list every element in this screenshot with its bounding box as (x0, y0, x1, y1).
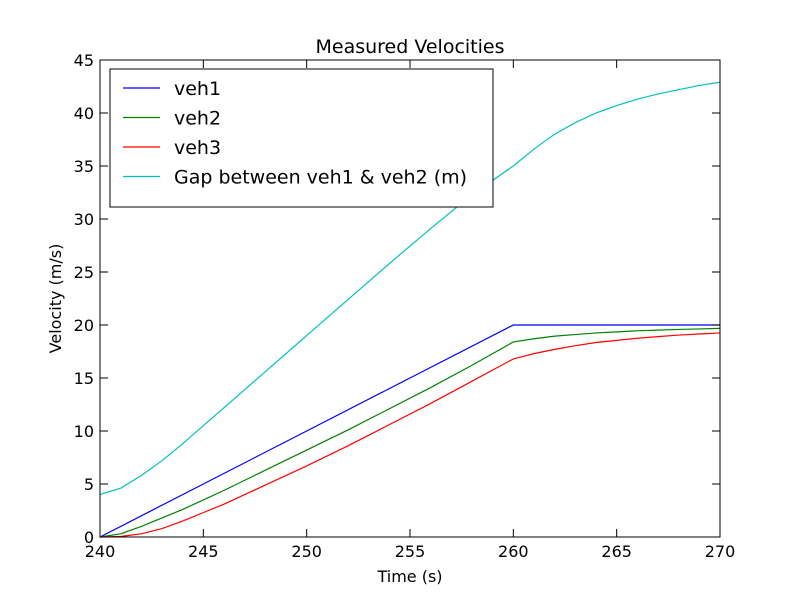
legend-label: veh3 (174, 137, 221, 159)
legend-label: veh2 (174, 108, 221, 130)
series-line-1 (99, 324, 720, 538)
series-line-4 (99, 81, 721, 496)
y-tick-label: 15 (74, 369, 94, 388)
legend-box (109, 68, 494, 208)
plot-lines (99, 81, 721, 538)
y-tick-label: 40 (74, 104, 94, 123)
series-line-3 (99, 332, 721, 538)
y-tick-label: 25 (74, 263, 94, 282)
x-axis-label: Time (s) (376, 567, 442, 586)
y-tick-label: 5 (84, 475, 94, 494)
y-tick-label: 35 (74, 157, 94, 176)
y-tick-label: 10 (74, 422, 94, 441)
legend-label: Gap between veh1 & veh2 (m) (174, 167, 467, 189)
x-tick-label: 270 (705, 542, 736, 561)
legend-label: veh1 (174, 78, 221, 100)
axis-ticks: 240 245 250 255 260 265 270 0 5 10 15 20 25 30 35 40 45 (74, 51, 736, 561)
y-tick-label: 0 (84, 528, 94, 547)
chart-title: Measured Velocities (315, 36, 504, 58)
legend: veh1 veh2 veh3 Gap between veh1 & veh2 (m) (109, 68, 494, 208)
y-tick-label: 30 (74, 210, 94, 229)
x-tick-label: 250 (291, 542, 322, 561)
x-tick-label: 255 (395, 542, 426, 561)
x-tick-label: 245 (188, 542, 219, 561)
y-tick-label: 45 (74, 51, 94, 70)
series-line-2 (99, 327, 721, 538)
x-tick-label: 265 (601, 542, 632, 561)
y-tick-label: 20 (74, 316, 94, 335)
x-tick-label: 240 (85, 542, 116, 561)
y-axis-label: Velocity (m/s) (46, 244, 65, 354)
x-tick-label: 260 (498, 542, 529, 561)
